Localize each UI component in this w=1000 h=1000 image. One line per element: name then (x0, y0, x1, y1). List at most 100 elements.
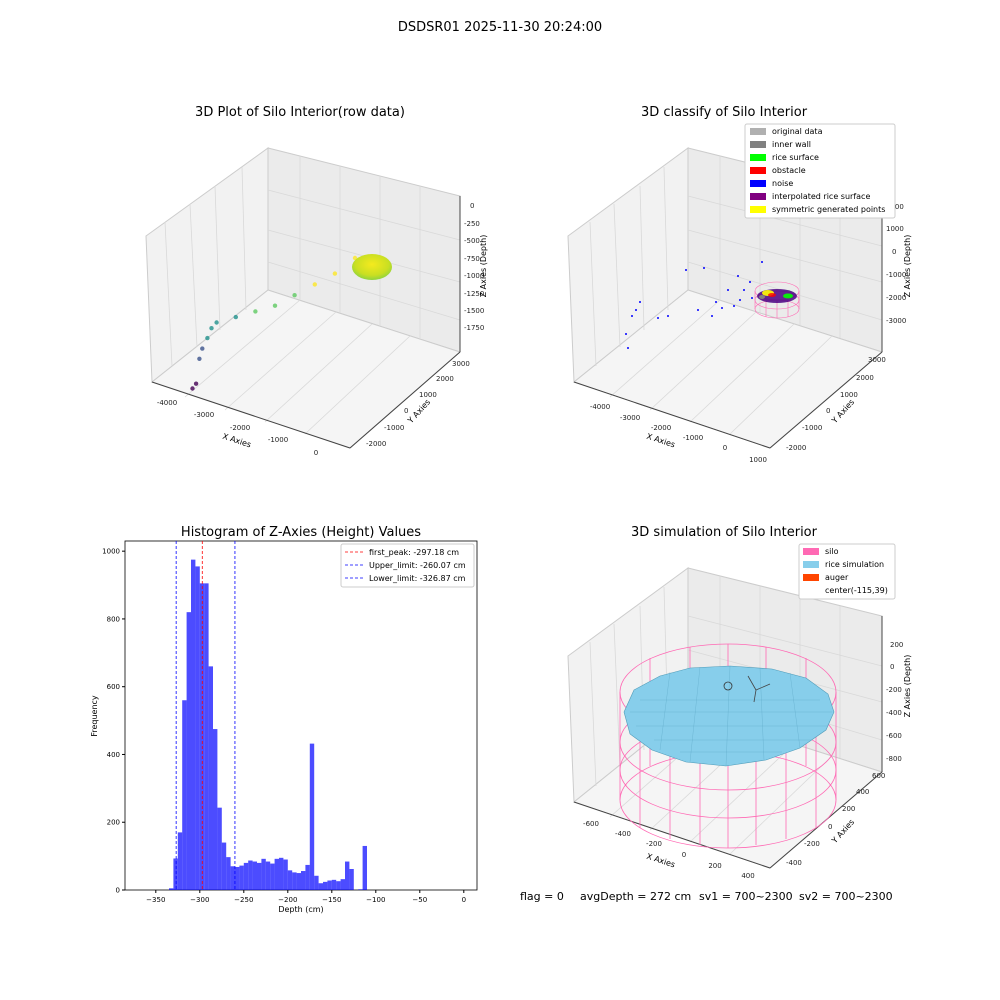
status-sv2: sv2 = 700~2300 (799, 890, 893, 903)
x-tick-label: −300 (190, 896, 209, 904)
panel1-yellow-cluster (352, 254, 392, 280)
legend-label: noise (772, 179, 793, 188)
panel4-z-ticks: 200 0 -200 -400 -600 -800 (886, 641, 903, 763)
noise-point (631, 315, 633, 317)
noise-point (667, 315, 669, 317)
histogram-bar (177, 832, 183, 890)
legend-swatch-inner-wall (750, 141, 766, 148)
x-tick-label: −100 (366, 896, 385, 904)
histogram-bar (362, 845, 367, 890)
panel2-x-ticks: -4000 -3000 -2000 -1000 0 1000 (590, 403, 767, 464)
legend-swatch-symmetric (750, 206, 766, 213)
histogram-bar (274, 858, 279, 890)
panel4-y-tick: 0 (828, 823, 832, 831)
panel4-z-tick: -600 (886, 732, 902, 740)
legend-swatch-noise (750, 180, 766, 187)
panel2-z-tick: 0 (892, 248, 896, 256)
panel1-z-tick: -750 (464, 255, 480, 263)
scatter-point (209, 326, 214, 331)
noise-point (737, 275, 739, 277)
scatter-point (292, 293, 297, 298)
panel2-legend: original data inner wall rice surface ob… (744, 123, 896, 219)
histogram-bar (204, 583, 209, 890)
histogram-bar (265, 861, 271, 890)
legend-first-peak: first_peak: -297.18 cm (369, 548, 459, 557)
rice-surface-points (783, 293, 793, 299)
histogram-bar (296, 873, 301, 890)
panel-raw-data: 3D Plot of Silo Interior(row data) -4000… (145, 105, 488, 457)
panel1-z-tick: -1250 (464, 290, 484, 298)
noise-point (703, 267, 705, 269)
legend-swatch-interpolated (750, 193, 766, 200)
scatter-point (200, 346, 205, 351)
scatter-point (332, 271, 338, 276)
noise-point (635, 309, 637, 311)
histogram-bar (318, 883, 323, 890)
noise-point (733, 305, 735, 307)
histogram-bar (340, 879, 345, 890)
noise-point (761, 261, 763, 263)
panel2-z-tick: -1000 (886, 271, 906, 279)
panel2-z-label: Z Axies (Depth) (903, 235, 912, 298)
panel1-x-ticks: -4000 -3000 -2000 -1000 0 (157, 399, 318, 457)
panel1-x-tick: 0 (314, 449, 318, 457)
panel4-legend: silo rice simulation auger center(-115,3… (798, 543, 896, 600)
panel1-y-tick: -1000 (384, 424, 404, 432)
panel2-x-tick: 1000 (749, 456, 767, 464)
panel1-y-tick: 1000 (419, 391, 437, 399)
x-tick-label: −350 (146, 896, 165, 904)
histogram-bar (226, 857, 231, 890)
histogram-bar (331, 879, 337, 890)
histogram-bar (349, 868, 354, 890)
legend-lower-limit: Lower_limit: -326.87 cm (369, 574, 466, 583)
legend-label: interpolated rice surface (772, 192, 870, 201)
legend-swatch-silo (803, 548, 819, 555)
panel4-y-ticks: -400 -200 0 200 400 600 (786, 772, 885, 867)
panel1-x-tick: -3000 (194, 411, 214, 419)
noise-point (727, 289, 729, 291)
noise-point (743, 289, 745, 291)
panel4-z-tick: -200 (886, 686, 902, 694)
y-tick-label: 600 (107, 683, 120, 691)
histogram-bar (314, 875, 319, 890)
histogram-bar (186, 612, 191, 890)
scatter-point (233, 314, 238, 320)
panel-classify: 3D classify of Silo Interior -4000 -3000… (567, 105, 912, 464)
histogram-y-ticks: 0 200 400 600 800 1000 (102, 548, 125, 895)
histogram-bar (252, 861, 257, 890)
x-tick-label: −150 (322, 896, 341, 904)
legend-label: rice surface (772, 153, 819, 162)
panel4-z-tick: 200 (890, 641, 903, 649)
histogram-bar (208, 666, 213, 890)
panel1-x-tick: -2000 (230, 424, 250, 432)
histogram-bar (182, 700, 187, 890)
panel1-z-tick: 0 (470, 202, 474, 210)
histogram-x-label: Depth (cm) (278, 905, 323, 914)
panel4-y-tick: 600 (872, 772, 885, 780)
histogram-bar (257, 862, 262, 890)
panel2-y-tick: 2000 (856, 374, 874, 382)
noise-point (625, 333, 627, 335)
legend-swatch-rice-simulation (803, 561, 819, 568)
scatter-point (352, 255, 358, 261)
histogram-bar (283, 859, 288, 890)
legend-label: obstacle (772, 166, 806, 175)
panel4-x-label: X Axies (645, 852, 676, 870)
panel1-y-tick: 3000 (452, 360, 470, 368)
panel4-x-tick: 200 (708, 862, 721, 870)
scatter-point (272, 303, 278, 308)
panel2-z-tick: -3000 (886, 317, 906, 325)
figure-suptitle: DSDSR01 2025-11-30 20:24:00 (398, 20, 602, 35)
legend-swatch-original (750, 128, 766, 135)
histogram-bar (287, 870, 293, 890)
histogram-bar (279, 857, 284, 890)
panel4-y-tick: 400 (856, 788, 869, 796)
panel1-y-label: Y Axies (405, 398, 432, 426)
panel1-z-label: Z Axies (Depth) (479, 235, 488, 298)
histogram-bar (323, 881, 328, 890)
noise-point (751, 297, 753, 299)
histogram-bar (336, 881, 341, 890)
panel4-x-tick: -400 (615, 830, 631, 838)
rice-simulation-surface (623, 665, 835, 767)
panel2-x-tick: -1000 (683, 434, 703, 442)
